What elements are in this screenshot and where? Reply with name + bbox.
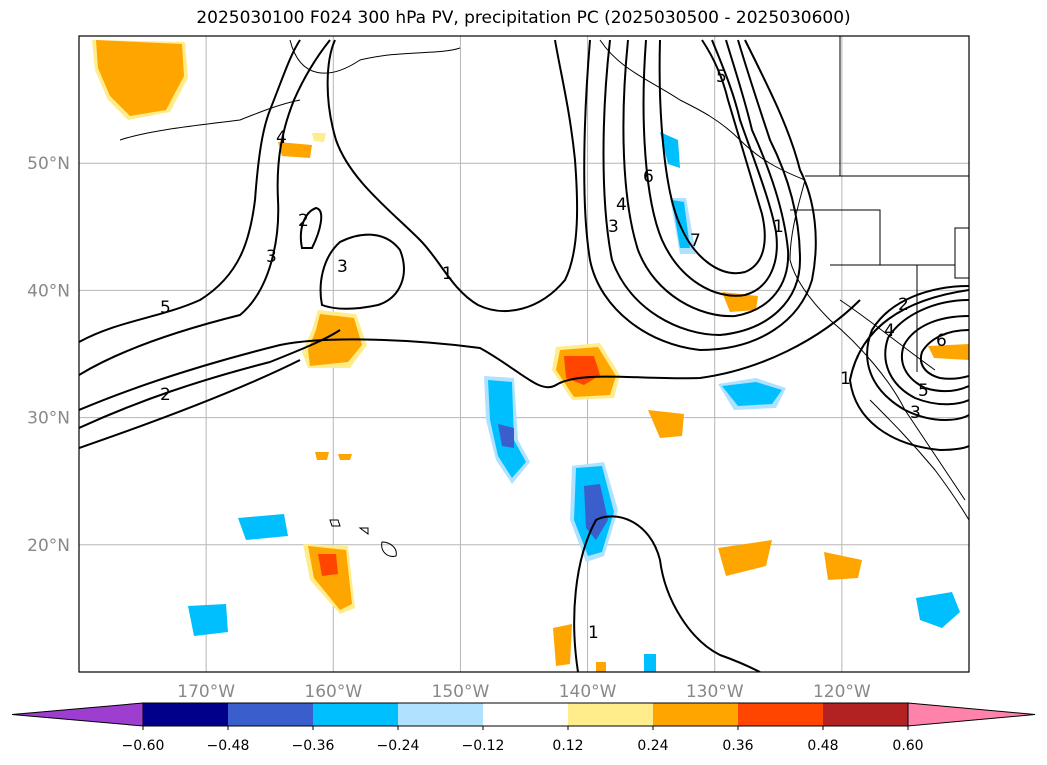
colorbar-swatch (483, 703, 568, 726)
contour-label: 5 (160, 298, 171, 318)
contour-label: 1 (773, 217, 784, 237)
colorbar-swatch (568, 703, 653, 726)
precip-positive-areas (92, 40, 969, 672)
longitude-label: 120°W (813, 682, 871, 702)
colorbar-swatch (738, 703, 823, 726)
colorbar-tick-label: −0.36 (292, 738, 335, 754)
colorbar-tick-label: 0.48 (807, 738, 838, 754)
colorbar-tick-label: 0.60 (892, 738, 923, 754)
contour-labels: 5 2 3 2 3 4 1 6 4 3 7 1 5 1 2 6 4 1 5 3 (160, 67, 947, 643)
colorbar-swatch (398, 703, 483, 726)
contour-label: 3 (608, 217, 619, 237)
colorbar-extend-high (907, 702, 1036, 727)
latitude-labels: 50°N 40°N 30°N 20°N (27, 154, 70, 556)
contour-label: 5 (716, 67, 727, 87)
colorbar-swatch (313, 703, 398, 726)
contour-label: 3 (337, 257, 348, 277)
map-background (79, 36, 969, 672)
contour-label: 1 (588, 623, 599, 643)
colorbar-tick-label: 0.36 (722, 738, 753, 754)
colorbar-swatch (143, 703, 228, 726)
latitude-label: 30°N (27, 409, 70, 429)
colorbar-tick-label: −0.60 (122, 738, 165, 754)
colorbar-tick-label: −0.48 (207, 738, 250, 754)
longitude-label: 160°W (304, 682, 362, 702)
contour-label: 4 (276, 128, 287, 148)
map-frame (78, 35, 970, 673)
longitude-labels: 170°W 160°W 150°W 140°W 130°W 120°W (177, 682, 871, 702)
contour-label: 2 (298, 211, 309, 231)
colorbar-tick-label: −0.12 (462, 738, 505, 754)
longitude-label: 130°W (686, 682, 744, 702)
contour-label: 4 (884, 321, 895, 341)
contour-label: 1 (840, 369, 851, 389)
contour-label: 3 (910, 403, 921, 423)
colorbar-extend-low (11, 702, 144, 727)
contour-label: 4 (616, 195, 627, 215)
map-title: 2025030100 F024 300 hPa PV, precipitatio… (196, 8, 851, 28)
contour-label: 7 (690, 231, 701, 251)
contour-label: 3 (266, 247, 277, 267)
colorbar-swatch (228, 703, 313, 726)
contour-label: 6 (936, 331, 947, 351)
pv-contours (79, 39, 969, 672)
contour-label: 2 (160, 385, 171, 405)
contour-label: 5 (918, 381, 929, 401)
longitude-label: 140°W (559, 682, 617, 702)
colorbar-swatch (823, 703, 908, 726)
contour-label: 1 (442, 264, 453, 284)
longitude-label: 150°W (432, 682, 490, 702)
contour-label: 6 (643, 167, 654, 187)
colorbar: −0.60 −0.48 −0.36 −0.24 −0.12 0.12 0.24 0.36 0.4… (11, 702, 1036, 754)
longitude-label: 170°W (177, 682, 235, 702)
gridlines (79, 36, 969, 672)
colorbar-tick-label: 0.12 (552, 738, 583, 754)
borders (790, 36, 969, 372)
colorbar-outline (142, 702, 909, 727)
contour-label: 2 (898, 295, 909, 315)
precip-negative-areas (188, 132, 960, 672)
latitude-label: 40°N (27, 281, 70, 301)
latitude-label: 50°N (27, 154, 70, 174)
colorbar-tick-label: −0.24 (377, 738, 420, 754)
colorbar-tick-label: 0.24 (637, 738, 668, 754)
colorbar-swatch (653, 703, 738, 726)
latitude-label: 20°N (27, 536, 70, 556)
